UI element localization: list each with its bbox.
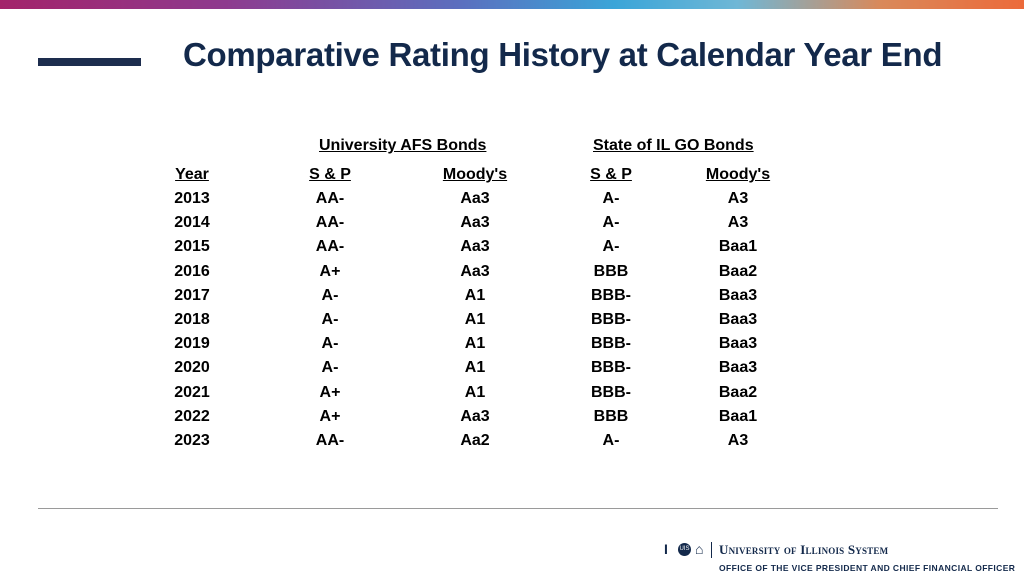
table-cell-afs-moodys: Aa3 (460, 407, 490, 425)
column-header-afs-moodys: Moody's (442, 166, 508, 183)
table-cell-year: 2013 (174, 190, 210, 207)
table-cell-afs-sp: A+ (319, 407, 341, 425)
table-cell-il-moodys: Baa3 (718, 335, 758, 353)
table-cell-year: 2015 (174, 238, 210, 256)
title-accent-bar (38, 58, 141, 66)
table-cell-il-moodys: Baa1 (718, 238, 758, 256)
table-cell-il-moodys: Baa3 (718, 359, 758, 377)
table-cell-il-sp: BBB (593, 407, 629, 425)
table-cell-il-moodys: Baa3 (718, 311, 758, 328)
table-cell-afs-sp: A- (321, 311, 339, 328)
table-cell-afs-moodys: Aa2 (460, 432, 490, 449)
table-cell-afs-sp: A+ (319, 262, 341, 280)
table-cell-il-moodys: Baa3 (718, 286, 758, 304)
table-cell-il-sp: A- (602, 190, 620, 207)
table-cell-afs-moodys: Aa3 (460, 238, 490, 256)
table-cell-il-sp: BBB- (591, 311, 631, 328)
table-cell-year: 2014 (174, 214, 210, 232)
column-header-year: Year (175, 166, 209, 183)
table-cell-il-moodys: A3 (727, 432, 749, 449)
table-cell-afs-moodys: Aa3 (460, 190, 490, 207)
table-cell-il-moodys: Baa2 (718, 383, 758, 401)
column-header-il-moodys: Moody's (705, 166, 771, 183)
block-i-icon: I (664, 541, 668, 557)
table-cell-year: 2021 (174, 383, 210, 401)
table-cell-year: 2018 (174, 311, 210, 328)
column-header-il-sp: S & P (590, 166, 632, 183)
table-cell-afs-moodys: A1 (464, 311, 486, 328)
table-cell-year: 2022 (174, 407, 210, 425)
table-cell-il-sp: BBB- (591, 383, 631, 401)
table-cell-afs-moodys: A1 (464, 286, 486, 304)
table-cell-afs-sp: AA- (315, 432, 345, 449)
table-cell-afs-sp: A- (321, 335, 339, 353)
table-cell-afs-sp: A- (321, 359, 339, 377)
table-cell-il-sp: BBB (593, 262, 629, 280)
table-cell-il-moodys: Baa1 (718, 407, 758, 425)
table-cell-il-sp: BBB- (591, 286, 631, 304)
group-header-state: State of IL GO Bonds (593, 137, 754, 154)
table-cell-il-moodys: A3 (727, 190, 749, 207)
dome-icon: ⌂ (695, 541, 704, 557)
table-cell-year: 2016 (174, 262, 210, 280)
table-cell-afs-sp: A- (321, 286, 339, 304)
table-cell-afs-sp: AA- (315, 238, 345, 256)
org-name: University of Illinois System (719, 542, 889, 557)
table-cell-il-sp: A- (602, 214, 620, 232)
footer-divider (38, 508, 998, 509)
footer-logo: I UIS ⌂ University of Illinois System OF… (664, 541, 1015, 575)
table-cell-il-sp: A- (602, 238, 620, 256)
table-cell-il-sp: A- (602, 432, 620, 449)
seal-icon: UIS (678, 543, 691, 556)
table-cell-il-moodys: Baa2 (718, 262, 758, 280)
table-cell-year: 2017 (174, 286, 210, 304)
group-header-university: University AFS Bonds (319, 137, 487, 154)
table-cell-afs-moodys: A1 (464, 383, 486, 401)
table-cell-year: 2019 (174, 335, 210, 353)
table-cell-afs-sp: A+ (319, 383, 341, 401)
table-cell-afs-moodys: A1 (464, 335, 486, 353)
table-cell-il-moodys: A3 (727, 214, 749, 232)
table-cell-afs-moodys: A1 (464, 359, 486, 377)
table-cell-year: 2020 (174, 359, 210, 377)
table-cell-afs-sp: AA- (315, 214, 345, 232)
table-cell-afs-moodys: Aa3 (460, 214, 490, 232)
table-cell-afs-sp: AA- (315, 190, 345, 207)
table-cell-afs-moodys: Aa3 (460, 262, 490, 280)
top-color-stripe (0, 0, 1024, 9)
table-cell-il-sp: BBB- (591, 359, 631, 377)
table-cell-year: 2023 (174, 432, 210, 449)
table-cell-il-sp: BBB- (591, 335, 631, 353)
slide-title: Comparative Rating History at Calendar Y… (183, 36, 943, 73)
office-name: OFFICE OF THE VICE PRESIDENT AND CHIEF F… (719, 563, 1016, 573)
column-header-afs-sp: S & P (309, 166, 351, 183)
logo-separator (711, 542, 712, 558)
